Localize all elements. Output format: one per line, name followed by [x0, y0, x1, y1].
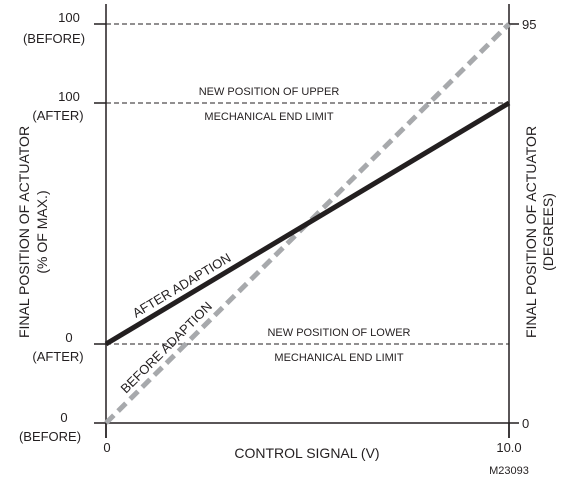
lower-limit-annotation-1: NEW POSITION OF LOWER [267, 327, 410, 339]
left-label-100-after-value: 100 [58, 89, 80, 104]
figure-id: M23093 [489, 465, 529, 477]
left-label-100-after-note: (AFTER) [32, 108, 83, 123]
x-axis-title: CONTROL SIGNAL (V) [234, 445, 379, 461]
left-label-100-before-note: (BEFORE) [23, 31, 85, 46]
x-label-max: 10.0 [496, 440, 521, 455]
left-label-0-after-value: 0 [65, 330, 72, 345]
right-axis-title-line2: (DEGREES) [540, 193, 556, 271]
right-axis-title-line1: FINAL POSITION OF ACTUATOR [523, 126, 539, 338]
left-label-100-before-value: 100 [58, 10, 80, 25]
left-label-0-before-value: 0 [60, 410, 67, 425]
left-axis-title-line1: FINAL POSITION OF ACTUATOR [16, 126, 32, 338]
left-axis-title-line2: (% OF MAX.) [34, 190, 50, 273]
before-adaption-line [104, 22, 511, 425]
upper-limit-annotation-2: MECHANICAL END LIMIT [204, 111, 333, 123]
upper-limit-annotation-1: NEW POSITION OF UPPER [199, 86, 340, 98]
right-label-95: 95 [522, 17, 536, 32]
left-label-0-after-note: (AFTER) [32, 349, 83, 364]
lower-limit-annotation-2: MECHANICAL END LIMIT [274, 352, 403, 364]
after-adaption-line [104, 100, 511, 347]
x-label-min: 0 [103, 440, 110, 455]
right-label-0: 0 [522, 416, 529, 431]
left-label-0-before-note: (BEFORE) [19, 429, 81, 444]
